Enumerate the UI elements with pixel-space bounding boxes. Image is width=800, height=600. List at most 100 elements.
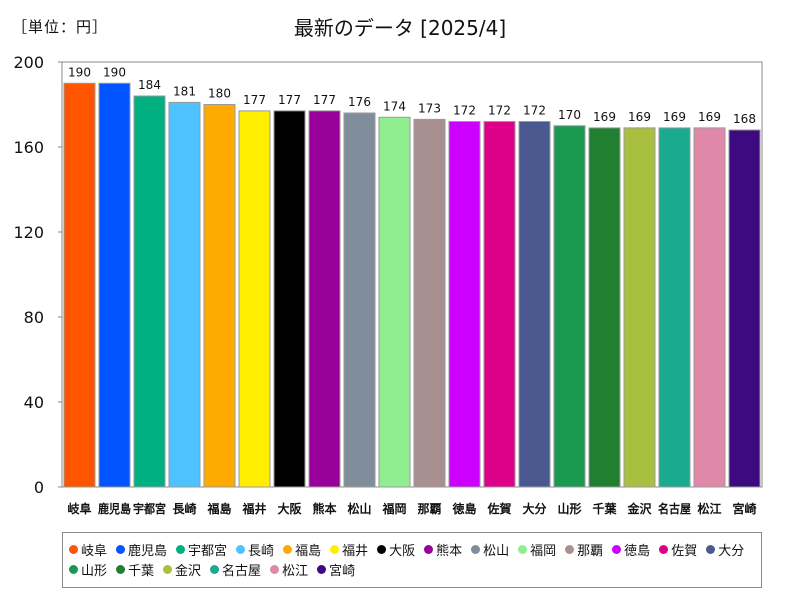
- chart-legend: 岐阜 鹿児島 宇都宮 長崎 福島 福井 大阪 熊本 松山 福岡 那覇 徳島 佐賀 大分 山形 千葉 金沢 名古屋 松…: [62, 532, 762, 588]
- legend-item: 徳島: [612, 539, 650, 559]
- legend-marker: [612, 544, 622, 554]
- legend-marker: [518, 544, 528, 554]
- bar-value-label: 169: [663, 110, 686, 124]
- bar-value-label: 176: [348, 95, 371, 109]
- y-tick-label: 80: [24, 308, 44, 327]
- legend-label: 大阪: [389, 543, 416, 559]
- bar-value-label: 172: [523, 104, 546, 118]
- legend-label: 宮崎: [329, 563, 356, 579]
- bar-value-label: 172: [453, 104, 476, 118]
- bar-value-label: 172: [488, 104, 511, 118]
- legend-item: 岐阜: [69, 539, 107, 559]
- legend-label: 大分: [718, 543, 745, 559]
- x-tick-label: 大分: [522, 501, 546, 516]
- bar: [273, 110, 306, 488]
- bar-value-label: 169: [698, 110, 721, 124]
- legend-label: 福島: [295, 543, 322, 559]
- legend-marker: [659, 544, 669, 554]
- bar: [343, 112, 376, 488]
- bar: [728, 129, 761, 488]
- legend-label: 名古屋: [222, 563, 262, 579]
- x-tick-label: 岐阜: [67, 501, 91, 516]
- x-tick-label: 福島: [206, 501, 231, 516]
- legend-marker: [706, 544, 716, 554]
- legend-marker: [424, 544, 434, 554]
- legend-item: 福岡: [518, 539, 556, 559]
- legend-label: 福井: [342, 543, 369, 559]
- bar-value-label: 177: [278, 93, 301, 107]
- bar: [63, 82, 96, 488]
- legend-marker: [69, 564, 78, 574]
- x-tick-label: 那覇: [417, 502, 441, 516]
- legend-label: 佐賀: [671, 543, 698, 559]
- bar-value-label: 169: [593, 110, 616, 124]
- legend-marker: [163, 564, 173, 574]
- bar: [693, 127, 726, 488]
- legend-label: 長崎: [248, 543, 275, 559]
- x-tick-label: 長崎: [172, 501, 196, 516]
- bar: [483, 121, 516, 488]
- y-tick-label: 160: [13, 138, 44, 157]
- legend-label: 松江: [282, 563, 309, 579]
- x-tick-label: 名古屋: [658, 501, 691, 516]
- legend-item: 長崎: [236, 539, 274, 559]
- bar-value-label: 174: [383, 99, 406, 113]
- y-tick-label: 0: [34, 478, 44, 497]
- legend-item: 金沢: [163, 559, 201, 579]
- x-tick-label: 鹿児島: [98, 501, 131, 516]
- bar-value-label: 177: [243, 93, 266, 107]
- legend-label: 宇都宮: [188, 543, 228, 559]
- legend-item: 那覇: [565, 539, 603, 559]
- bar-value-label: 180: [208, 87, 231, 101]
- bar-value-label: 184: [138, 78, 161, 92]
- x-tick-label: 大阪: [277, 501, 302, 516]
- legend-item: 松山: [471, 539, 509, 559]
- legend-item: 山形: [69, 559, 107, 579]
- legend-marker: [176, 544, 186, 554]
- x-tick-label: 福岡: [381, 501, 406, 516]
- bar-value-label: 169: [628, 110, 651, 124]
- x-tick-label: 宮崎: [732, 501, 756, 516]
- legend-marker: [377, 544, 387, 554]
- bar-value-label: 177: [313, 93, 336, 107]
- legend-item: 千葉: [116, 559, 154, 579]
- legend-marker: [69, 544, 78, 554]
- legend-label: 山形: [81, 563, 108, 579]
- legend-marker: [236, 544, 246, 554]
- bar: [238, 110, 271, 488]
- legend-label: 金沢: [175, 563, 202, 579]
- legend-item: 大阪: [377, 539, 415, 559]
- legend-item: 熊本: [424, 539, 462, 559]
- bar: [308, 110, 341, 488]
- y-tick-label: 200: [13, 53, 44, 72]
- legend-marker: [471, 544, 481, 554]
- legend-label: 熊本: [436, 543, 463, 559]
- x-tick-label: 松江: [697, 501, 721, 516]
- legend-marker: [565, 544, 575, 554]
- legend-item: 福井: [330, 539, 368, 559]
- plot-area: [61, 61, 763, 488]
- legend-item: 名古屋: [210, 559, 261, 579]
- bar-value-label: 173: [418, 101, 441, 115]
- bar: [623, 127, 656, 488]
- bar-value-label: 181: [173, 84, 196, 98]
- legend-label: 那覇: [577, 543, 604, 559]
- bar-value-label: 190: [68, 65, 91, 79]
- legend-marker: [330, 544, 340, 554]
- legend-item: 佐賀: [659, 539, 697, 559]
- x-tick-label: 福井: [241, 501, 266, 516]
- x-tick-label: 松山: [347, 501, 371, 516]
- legend-item: 宇都宮: [176, 539, 227, 559]
- legend-item: 大分: [706, 539, 744, 559]
- bar: [168, 101, 201, 488]
- legend-marker: [116, 564, 126, 574]
- bar: [588, 127, 621, 488]
- legend-marker: [283, 544, 293, 554]
- bar-value-label: 170: [558, 108, 581, 122]
- y-tick-label: 40: [24, 393, 44, 412]
- unit-label: ［単位：円］: [12, 18, 109, 36]
- bar: [658, 127, 691, 488]
- bar: [518, 121, 551, 488]
- legend-label: 千葉: [128, 563, 155, 579]
- bar: [203, 104, 236, 488]
